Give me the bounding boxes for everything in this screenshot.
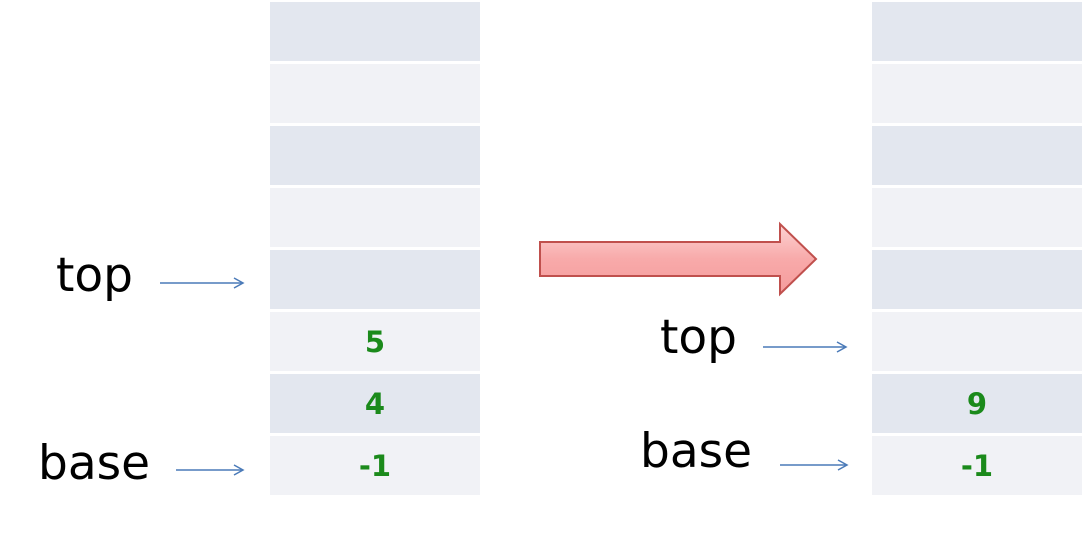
stack-cell: -1	[872, 436, 1082, 495]
top-pointer-arrow-before	[160, 276, 246, 290]
stack-after: 9 -1	[872, 2, 1082, 498]
stack-cell	[872, 188, 1082, 247]
transition-arrow-icon	[536, 220, 822, 304]
stack-cell: 4	[270, 374, 480, 433]
stack-cell	[872, 2, 1082, 61]
top-pointer-arrow-after	[763, 340, 849, 354]
stack-cell	[270, 188, 480, 247]
stack-cell	[872, 64, 1082, 123]
stack-cell: 9	[872, 374, 1082, 433]
stack-cell: 5	[270, 312, 480, 371]
stack-cell	[270, 250, 480, 309]
base-label-after: base	[640, 424, 753, 479]
top-label-after: top	[660, 310, 738, 365]
base-label-before: base	[38, 436, 151, 491]
stack-cell	[872, 126, 1082, 185]
stack-cell	[270, 2, 480, 61]
base-pointer-arrow-after	[780, 458, 850, 472]
stack-before: 5 4 -1	[270, 2, 480, 498]
stack-cell	[872, 312, 1082, 371]
stack-cell: -1	[270, 436, 480, 495]
base-pointer-arrow-before	[176, 463, 246, 477]
stack-cell	[270, 126, 480, 185]
top-label-before: top	[56, 248, 134, 303]
stack-cell	[270, 64, 480, 123]
stack-cell	[872, 250, 1082, 309]
